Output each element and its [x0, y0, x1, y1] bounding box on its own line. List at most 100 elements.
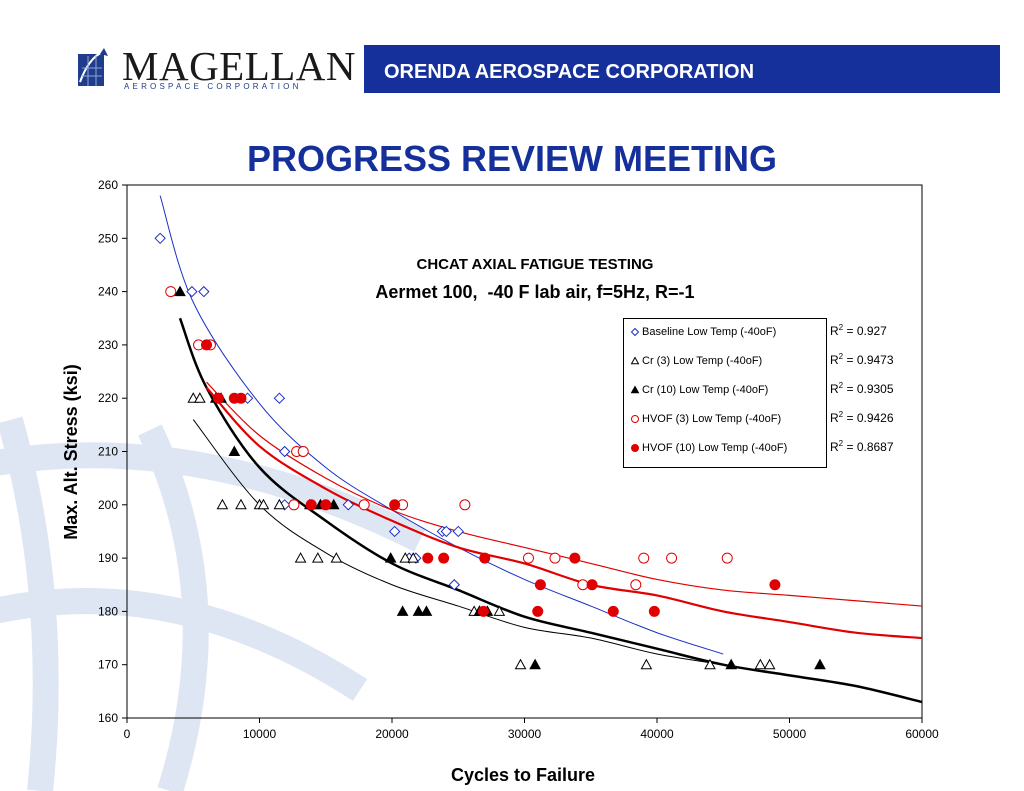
data-point-series-3 [549, 552, 561, 564]
trendline-series-0 [159, 195, 724, 655]
legend-marker-icon [630, 356, 640, 365]
legend-label: Cr (3) Low Temp (-40oF) [642, 355, 763, 367]
data-point-series-1 [704, 658, 716, 670]
data-point-series-3 [358, 499, 370, 511]
data-point-series-2 [228, 445, 241, 456]
data-point-series-2 [396, 605, 409, 616]
globe-logo-icon [78, 48, 111, 86]
data-point-series-1 [493, 605, 506, 616]
data-point-series-4 [569, 552, 581, 564]
data-point-series-1 [330, 552, 343, 563]
data-point-series-1 [763, 658, 776, 670]
data-point-series-4 [532, 605, 544, 617]
x-tick-label: 0 [124, 727, 131, 741]
data-point-series-4 [648, 605, 660, 617]
data-point-series-1 [311, 552, 324, 563]
company-logo: MAGELLAN AEROSPACE CORPORATION [78, 44, 356, 94]
y-tick-label: 220 [98, 391, 118, 405]
r-squared-label: R2 = 0.927 [830, 323, 887, 338]
chart-legend: Baseline Low Temp (-40oF) Cr (3) Low Temp… [623, 318, 827, 468]
y-tick-label: 230 [98, 338, 118, 352]
data-point-series-1 [294, 552, 307, 563]
logo-subtitle: AEROSPACE CORPORATION [124, 82, 302, 91]
r-squared-value: 0.9473 [856, 353, 894, 367]
y-tick-label: 260 [98, 178, 118, 192]
data-point-series-0 [342, 499, 354, 511]
data-point-series-2 [420, 605, 433, 616]
data-point-series-1 [235, 498, 247, 510]
data-point-series-2 [384, 552, 397, 563]
x-tick-label: 60000 [905, 727, 939, 741]
legend-label: Baseline Low Temp (-40oF) [642, 326, 777, 338]
legend-marker-icon [630, 327, 640, 337]
data-point-series-1 [257, 498, 270, 510]
data-point-series-4 [438, 552, 450, 564]
data-point-series-3 [630, 579, 642, 591]
data-point-series-3 [638, 552, 650, 564]
r-squared-label: R2 = 0.9305 [830, 381, 894, 396]
data-point-series-4 [389, 499, 401, 511]
data-point-series-2 [814, 658, 826, 670]
slide-title: PROGRESS REVIEW MEETING [246, 138, 778, 179]
legend-label: HVOF (10) Low Temp (-40oF) [642, 442, 788, 454]
trendline-series-4 [205, 386, 923, 640]
data-point-series-3 [577, 579, 589, 591]
r-squared-label: R2 = 0.8687 [830, 439, 894, 454]
data-point-series-4 [201, 339, 212, 351]
data-point-series-4 [479, 552, 491, 564]
y-tick-label: 160 [98, 711, 118, 725]
data-point-series-2 [412, 605, 425, 616]
y-tick-label: 210 [98, 445, 118, 459]
data-point-series-4 [305, 499, 317, 511]
legend-marker-icon [630, 385, 640, 394]
data-point-series-0 [448, 579, 460, 591]
data-point-series-1 [514, 658, 527, 670]
data-point-series-2 [529, 658, 541, 670]
x-tick-label: 20000 [375, 727, 409, 741]
data-point-series-3 [297, 446, 309, 457]
r-squared-label: R2 = 0.9426 [830, 410, 894, 425]
data-point-series-1 [640, 658, 653, 670]
data-point-series-4 [320, 499, 332, 511]
data-point-series-1 [399, 552, 412, 563]
x-tick-label: 10000 [243, 727, 277, 741]
legend-marker-icon [631, 444, 639, 452]
data-point-series-4 [477, 605, 489, 617]
data-point-series-0 [452, 525, 464, 538]
data-point-series-3 [721, 552, 733, 564]
data-point-series-1 [407, 552, 420, 563]
data-point-series-4 [534, 579, 546, 591]
data-point-series-4 [769, 579, 781, 591]
data-point-series-3 [288, 499, 300, 511]
data-point-series-0 [186, 285, 198, 298]
y-tick-label: 240 [98, 285, 118, 299]
y-tick-label: 190 [98, 551, 118, 565]
y-axis-label: Max. Alt. Stress (ksi) [61, 364, 81, 539]
x-tick-label: 30000 [508, 727, 542, 741]
data-point-series-4 [586, 579, 598, 591]
x-axis-label: Cycles to Failure [451, 765, 595, 785]
data-point-series-3 [666, 552, 678, 564]
data-point-series-0 [388, 525, 401, 538]
r-squared-value: 0.8687 [856, 440, 894, 454]
r-squared-value: 0.927 [856, 324, 887, 338]
chart-subtitle: Aermet 100, -40 F lab air, f=5Hz, R=-1 [375, 282, 694, 302]
legend-label: HVOF (3) Low Temp (-40oF) [642, 413, 782, 425]
data-point-series-4 [422, 552, 434, 564]
data-point-series-1 [273, 498, 286, 510]
data-point-series-0 [278, 445, 291, 458]
r-squared-label: R2 = 0.9473 [830, 352, 894, 367]
data-point-series-1 [216, 498, 229, 510]
data-point-series-3 [459, 499, 471, 511]
header-banner: ORENDA AEROSPACE CORPORATION [364, 45, 1000, 93]
data-point-series-4 [235, 392, 247, 404]
data-point-series-3 [522, 552, 534, 564]
x-tick-label: 40000 [640, 727, 674, 741]
r-squared-value: 0.9305 [856, 382, 894, 396]
data-point-series-4 [607, 605, 619, 617]
y-tick-label: 250 [98, 231, 118, 245]
logo-wordmark: MAGELLAN [122, 43, 357, 89]
data-point-series-0 [440, 525, 453, 538]
